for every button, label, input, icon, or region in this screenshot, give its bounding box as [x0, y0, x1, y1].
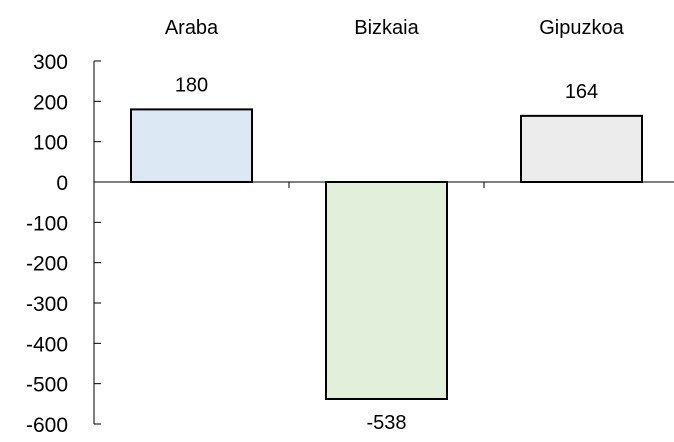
y-tick-label: -200: [26, 253, 68, 276]
y-tick-label: -400: [26, 333, 68, 356]
y-tick-label: -100: [26, 212, 68, 235]
bar-araba: [130, 108, 253, 183]
y-tick-label: 300: [33, 51, 68, 74]
axis-layer: 300 200 100 0 -100 -200 -300 -400 -500 -600: [26, 51, 674, 437]
category-label: Araba: [165, 17, 219, 39]
bar-layer: [130, 108, 643, 400]
y-tick-label: -500: [26, 374, 68, 397]
y-tick-label: 0: [56, 172, 68, 195]
bar-bizkaia: [325, 181, 448, 400]
y-tick-label: 100: [33, 132, 68, 155]
y-tick-label: 200: [33, 91, 68, 114]
data-label: 164: [565, 81, 598, 103]
label-layer: Araba 180 Bizkaia -538 Gipuzkoa 164: [165, 17, 625, 434]
data-label: -538: [366, 412, 406, 434]
bar-gipuzkoa: [520, 114, 643, 183]
y-tick-label: -300: [26, 293, 68, 316]
category-label: Bizkaia: [354, 17, 419, 39]
data-label: 180: [175, 74, 208, 96]
y-tick-label: -600: [26, 414, 68, 437]
category-label: Gipuzkoa: [539, 17, 624, 39]
